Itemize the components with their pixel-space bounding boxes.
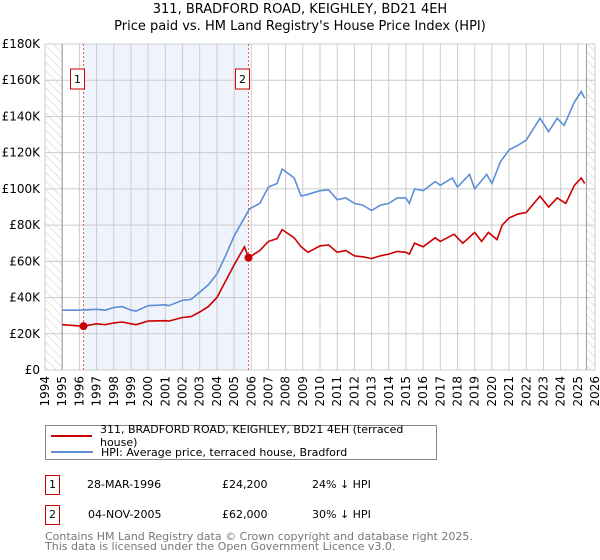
y-tick-label: £160K bbox=[2, 73, 42, 87]
sale-price: £62,000 bbox=[222, 508, 268, 521]
x-tick-label: 2019 bbox=[468, 376, 482, 407]
y-tick-label: £100K bbox=[2, 182, 42, 196]
y-tick-label: £180K bbox=[2, 37, 42, 51]
x-tick-label: 2022 bbox=[519, 376, 533, 407]
price-paid-line bbox=[62, 176, 586, 328]
x-tick-label: 2025 bbox=[571, 376, 585, 407]
x-tick-label: 2009 bbox=[296, 376, 310, 407]
legend-swatch-price-paid bbox=[51, 435, 92, 437]
x-tick-label: 1995 bbox=[55, 376, 69, 407]
legend-label-hpi: HPI: Average price, terraced house, Brad… bbox=[101, 445, 348, 459]
x-tick-label: 2018 bbox=[451, 376, 465, 407]
x-tick-label: 2017 bbox=[433, 376, 447, 407]
no-data-hatch-left bbox=[45, 44, 63, 370]
sale-delta: 30% ↓ HPI bbox=[312, 508, 371, 521]
x-tick-label: 1996 bbox=[72, 376, 86, 407]
plot-area: 1994 1995 1996 1997 1998 1999 2000 2001 2002 2003… bbox=[2, 37, 600, 407]
x-tick-label: 2008 bbox=[279, 376, 293, 407]
sale-price: £24,200 bbox=[222, 478, 268, 491]
footer-copyright: Contains HM Land Registry data © Crown c… bbox=[45, 530, 473, 543]
sale-point bbox=[244, 253, 253, 262]
legend-swatch-hpi bbox=[51, 451, 93, 453]
x-tick-label: 2020 bbox=[485, 376, 499, 407]
y-tick-label: £20K bbox=[9, 327, 41, 341]
x-tick-label: 2016 bbox=[416, 376, 430, 407]
x-tick-label: 2013 bbox=[365, 376, 379, 407]
x-tick-label: 2003 bbox=[193, 376, 207, 407]
y-tick-label: £80K bbox=[9, 218, 41, 232]
x-tick-label: 1997 bbox=[90, 376, 104, 407]
legend: 311, BRADFORD ROAD, KEIGHLEY, BD21 4EH (… bbox=[45, 423, 437, 460]
legend-label-price-paid: 311, BRADFORD ROAD, KEIGHLEY, BD21 4EH (… bbox=[99, 423, 404, 449]
chart-subtitle: Price paid vs. HM Land Registry's House … bbox=[114, 19, 486, 34]
x-tick-label: 1999 bbox=[124, 376, 138, 407]
x-tick-label: 2023 bbox=[536, 376, 550, 407]
sale-marker-box bbox=[235, 68, 250, 90]
sale-delta: 24% ↓ HPI bbox=[312, 478, 371, 491]
ownership-shade bbox=[83, 44, 249, 370]
y-tick-label: £0 bbox=[25, 363, 40, 377]
x-tick-label: 2001 bbox=[158, 376, 172, 407]
x-tick-label: 2007 bbox=[261, 376, 275, 407]
x-tick-label: 2024 bbox=[554, 376, 568, 407]
x-tick-label: 2014 bbox=[382, 376, 396, 407]
y-tick-label: £140K bbox=[2, 109, 42, 123]
x-tick-label: 2011 bbox=[330, 376, 344, 407]
x-tick-label: 2015 bbox=[399, 376, 413, 407]
x-tick-label: 1998 bbox=[107, 376, 121, 407]
x-tick-label: 2012 bbox=[347, 376, 361, 407]
sale-marker-box bbox=[70, 68, 85, 90]
footer-licence: This data is licensed under the Open Gov… bbox=[45, 540, 396, 553]
sale-row-1: 1 28-MAR-1996 £24,200 24% ↓ HPI bbox=[45, 475, 465, 495]
hpi-line bbox=[62, 90, 586, 312]
x-tick-label: 2026 bbox=[588, 376, 600, 407]
sale-row-2: 2 04-NOV-2005 £62,000 30% ↓ HPI bbox=[45, 505, 465, 525]
y-tick-label: £60K bbox=[9, 254, 41, 268]
chart-title: 311, BRADFORD ROAD, KEIGHLEY, BD21 4EH bbox=[152, 2, 448, 17]
y-tick-label: £120K bbox=[2, 146, 42, 160]
x-tick-label: 2002 bbox=[176, 376, 190, 407]
sale-marker-label: 2 bbox=[239, 73, 246, 86]
sale-marker-label: 1 bbox=[74, 73, 81, 86]
sale-badge: 1 bbox=[45, 475, 60, 495]
x-tick-label: 2021 bbox=[502, 376, 516, 407]
no-data-hatch-right bbox=[586, 44, 595, 370]
x-tick-label: 2010 bbox=[313, 376, 327, 407]
x-tick-label: 1994 bbox=[38, 376, 52, 407]
sale-point bbox=[79, 322, 88, 331]
sale-badge: 2 bbox=[45, 505, 60, 525]
x-tick-label: 2005 bbox=[227, 376, 241, 407]
sale-date: 28-MAR-1996 bbox=[87, 478, 162, 491]
y-tick-label: £40K bbox=[9, 291, 41, 305]
sale-date: 04-NOV-2005 bbox=[88, 508, 162, 521]
x-tick-label: 2000 bbox=[141, 376, 155, 407]
x-tick-label: 2004 bbox=[210, 376, 224, 407]
x-tick-label: 2006 bbox=[244, 376, 258, 407]
